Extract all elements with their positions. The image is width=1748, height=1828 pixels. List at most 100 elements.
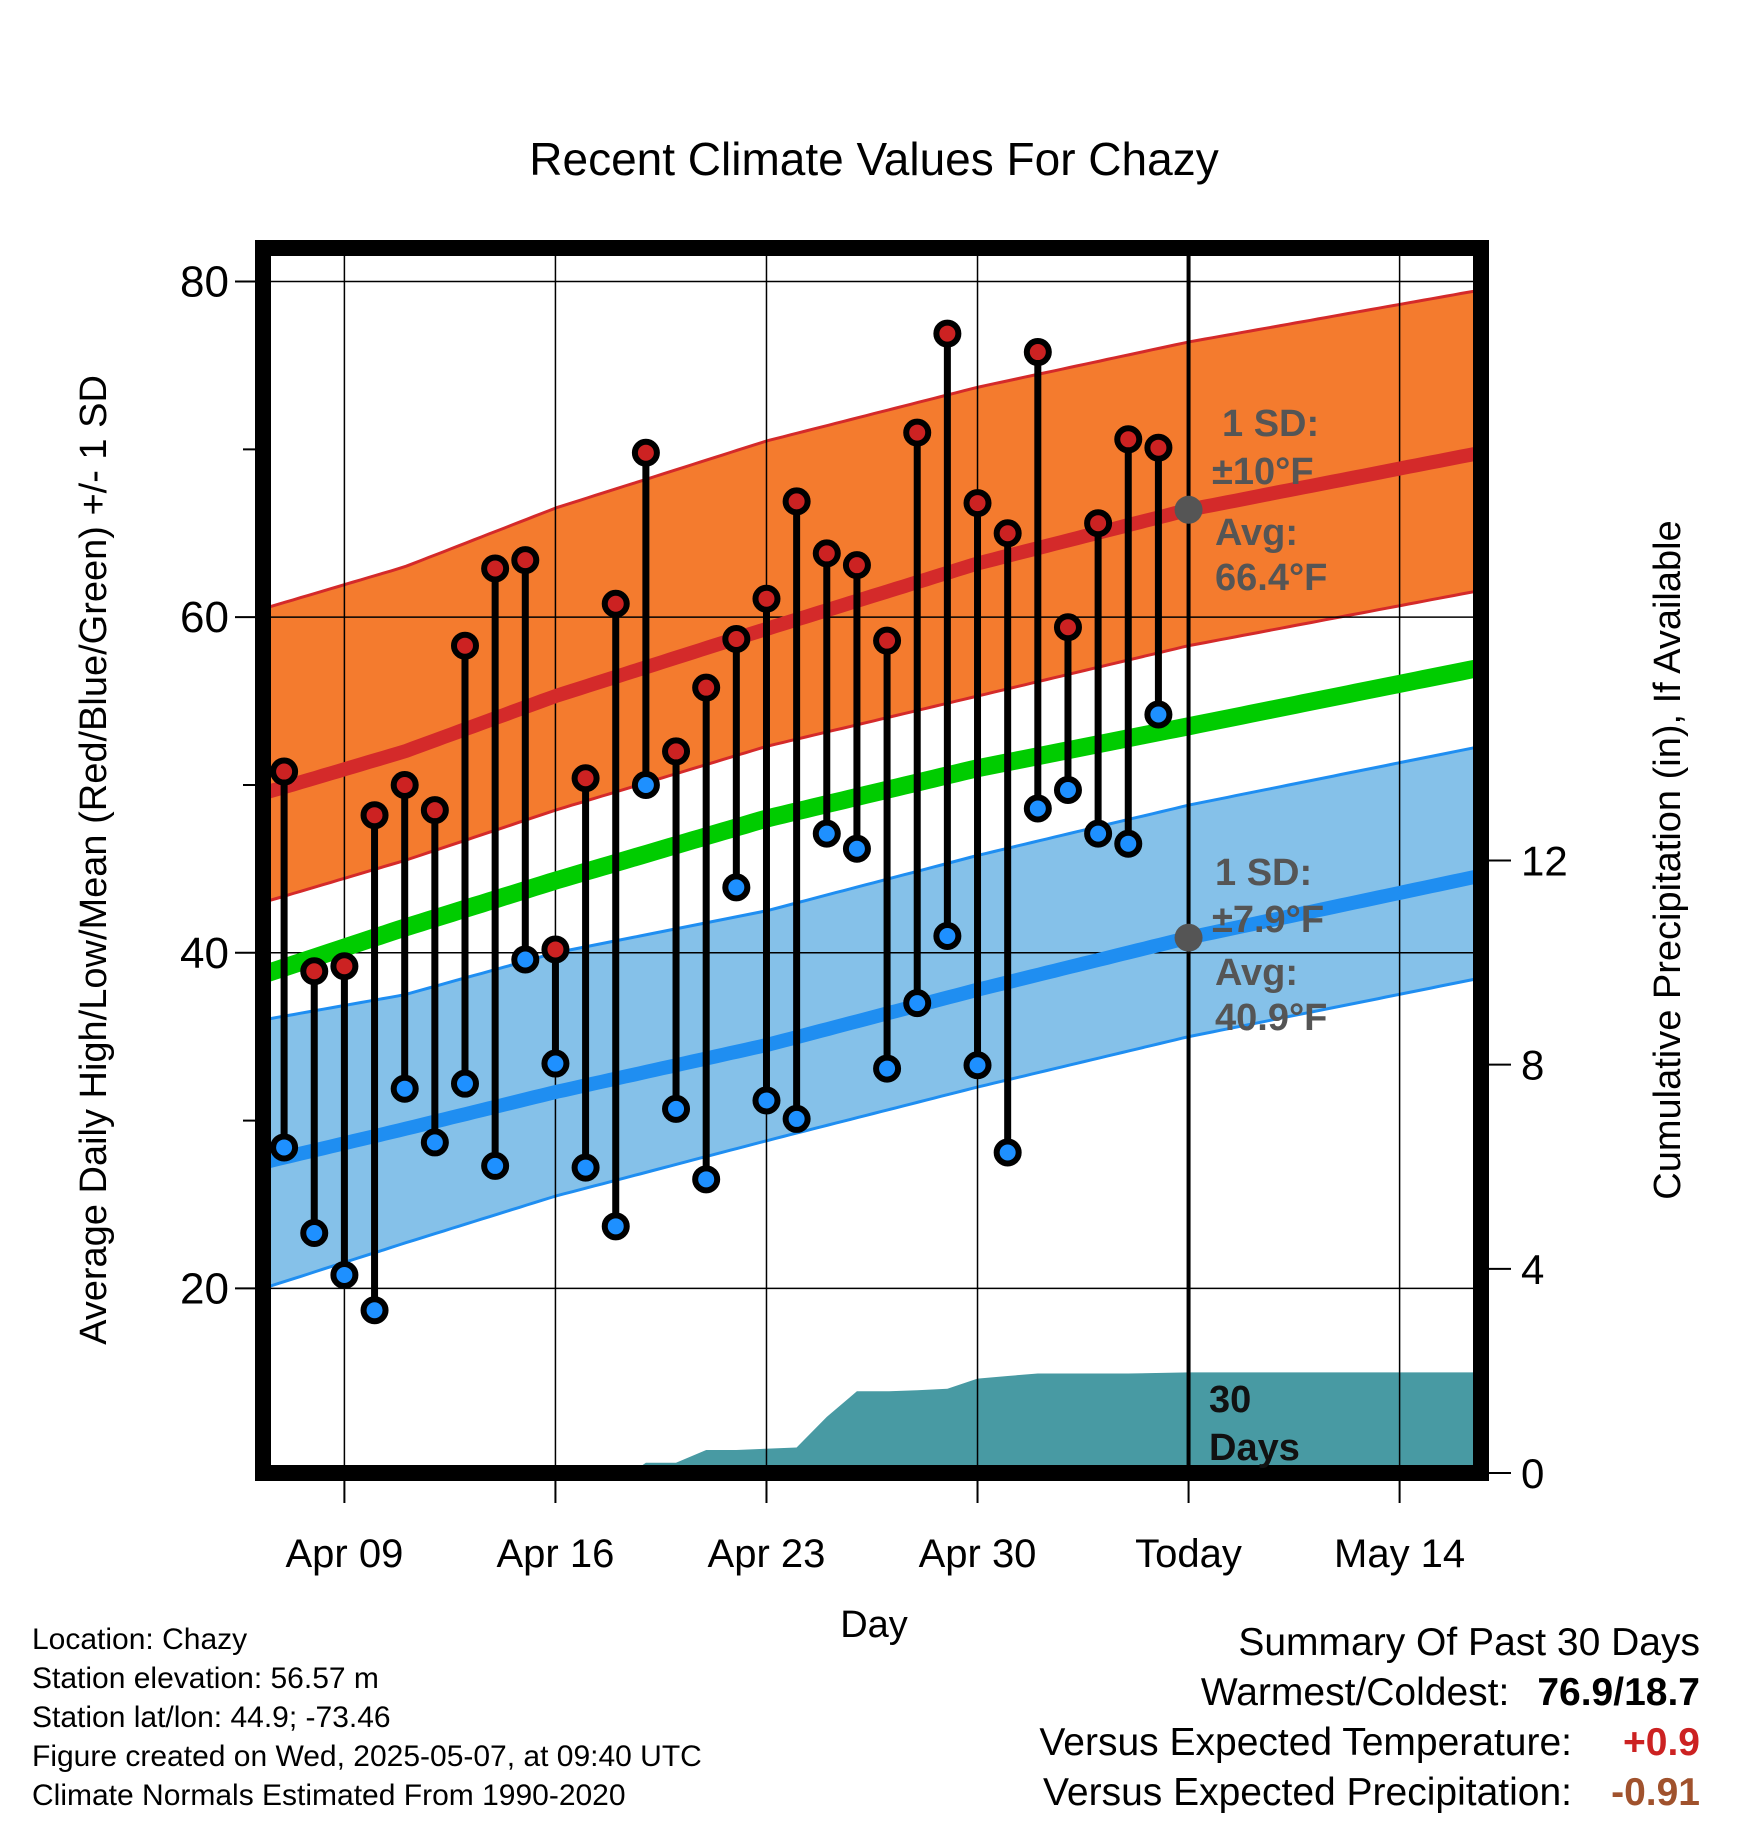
daily-high-point bbox=[450, 631, 479, 660]
y-tick-label: 40 bbox=[180, 929, 229, 978]
temp-anomaly-value: +0.9 bbox=[1623, 1721, 1700, 1764]
y2-tick-label: 0 bbox=[1521, 1450, 1544, 1497]
daily-low-point bbox=[270, 1133, 299, 1162]
y-tick-label: 80 bbox=[180, 258, 229, 307]
daily-low-point bbox=[1023, 794, 1052, 823]
daily-high-point bbox=[963, 489, 992, 518]
x-tick-label: Apr 30 bbox=[919, 1532, 1037, 1576]
daily-high-point bbox=[782, 487, 811, 516]
daily-low-point bbox=[601, 1212, 630, 1241]
daily-high-point bbox=[390, 770, 419, 799]
daily-low-point bbox=[752, 1086, 781, 1115]
high-sd-label: 1 SD: bbox=[1222, 403, 1319, 445]
precip-anomaly-value: -0.91 bbox=[1611, 1771, 1700, 1814]
low-avg-value: 40.9°F bbox=[1215, 997, 1327, 1039]
x-tick-label: Today bbox=[1135, 1532, 1242, 1576]
annotations: 1 SD: ±10°F Avg: 66.4°F 1 SD: ±7.9°F Avg… bbox=[1209, 403, 1327, 1469]
daily-high-point bbox=[481, 554, 510, 583]
daily-high-point bbox=[812, 539, 841, 568]
x-tick-label: Apr 09 bbox=[285, 1532, 403, 1576]
low-sd-label: 1 SD: bbox=[1215, 852, 1312, 894]
daily-low-point bbox=[450, 1069, 479, 1098]
daily-low-point bbox=[511, 945, 540, 974]
daily-low-point bbox=[993, 1138, 1022, 1167]
y2-tick-label: 8 bbox=[1521, 1042, 1544, 1089]
x-axis-title: Day bbox=[840, 1604, 908, 1646]
daily-low-point bbox=[933, 922, 962, 951]
daily-high-point bbox=[330, 952, 359, 981]
daily-high-point bbox=[903, 418, 932, 447]
daily-high-point bbox=[571, 764, 600, 793]
summary-panel: Summary Of Past 30 Days Warmest/Coldest:… bbox=[800, 1618, 1700, 1818]
low-band-lower-edge bbox=[263, 977, 1477, 1290]
daily-low-point bbox=[903, 989, 932, 1018]
plot-border bbox=[255, 240, 1489, 1481]
daily-low-point bbox=[631, 770, 660, 799]
low-avg-marker bbox=[1174, 923, 1203, 952]
warm-cold-value: 76.9/18.7 bbox=[1537, 1671, 1700, 1714]
daily-high-point bbox=[360, 801, 389, 830]
daily-low-point bbox=[842, 834, 871, 863]
daily-low-point bbox=[722, 873, 751, 902]
daily-high-point bbox=[541, 935, 570, 964]
daily-low-point bbox=[782, 1104, 811, 1133]
daily-low-point bbox=[1114, 829, 1143, 858]
y2-axis-title: Cumulative Precipitation (in), If Availa… bbox=[1647, 520, 1689, 1199]
y-tick-label: 20 bbox=[180, 1264, 229, 1313]
y-axis-title: Average Daily High/Low/Mean (Red/Blue/Gr… bbox=[73, 375, 115, 1345]
axes: Day Average Daily High/Low/Mean (Red/Blu… bbox=[73, 258, 1689, 1646]
daily-low-point bbox=[300, 1219, 329, 1248]
daily-high-point bbox=[601, 589, 630, 618]
station-info: Location: Chazy Station elevation: 56.57… bbox=[32, 1620, 702, 1815]
daily-low-point bbox=[812, 819, 841, 848]
daily-high-point bbox=[752, 584, 781, 613]
high-avg-label: Avg: bbox=[1215, 512, 1298, 554]
plot-frame bbox=[255, 240, 1489, 1481]
daily-high-point bbox=[1114, 425, 1143, 454]
daily-high-point bbox=[631, 438, 660, 467]
low-avg-label: Avg: bbox=[1215, 952, 1298, 994]
daily-high-point bbox=[420, 796, 449, 825]
precip-days-number: 30 bbox=[1209, 1379, 1251, 1421]
daily-low-point bbox=[541, 1049, 570, 1078]
elevation-text: Station elevation: 56.57 m bbox=[32, 1662, 379, 1695]
x-tick-label: Apr 23 bbox=[708, 1532, 826, 1576]
normal-low-line bbox=[263, 869, 1478, 1170]
y2-tick-label: 12 bbox=[1521, 838, 1568, 885]
plot-area bbox=[263, 248, 1481, 1473]
high-avg-marker bbox=[1174, 495, 1203, 524]
daily-high-point bbox=[662, 737, 691, 766]
daily-high-point bbox=[1084, 509, 1113, 538]
daily-high-point bbox=[270, 757, 299, 786]
daily-low-point bbox=[1144, 700, 1173, 729]
daily-low-point bbox=[360, 1296, 389, 1325]
y2-tick-label: 4 bbox=[1521, 1246, 1544, 1293]
high-avg-value: 66.4°F bbox=[1215, 557, 1327, 599]
daily-low-point bbox=[390, 1074, 419, 1103]
daily-low-point bbox=[692, 1165, 721, 1194]
daily-low-point bbox=[571, 1153, 600, 1182]
high-sd-value: ±10°F bbox=[1212, 451, 1314, 493]
precip-days-label: Days bbox=[1209, 1427, 1300, 1469]
daily-high-point bbox=[842, 551, 871, 580]
daily-low-point bbox=[873, 1054, 902, 1083]
location-text: Location: Chazy bbox=[32, 1623, 248, 1656]
daily-low-point bbox=[481, 1151, 510, 1180]
daily-high-point bbox=[1023, 338, 1052, 367]
daily-low-point bbox=[1084, 819, 1113, 848]
created-text: Figure created on Wed, 2025-05-07, at 09… bbox=[32, 1740, 702, 1773]
precip-anomaly-label: Versus Expected Precipitation: bbox=[1043, 1771, 1572, 1814]
daily-low-point bbox=[662, 1094, 691, 1123]
daily-low-point bbox=[963, 1051, 992, 1080]
daily-low-point bbox=[420, 1128, 449, 1157]
daily-high-point bbox=[692, 673, 721, 702]
summary-heading: Summary Of Past 30 Days bbox=[1238, 1621, 1700, 1664]
y-tick-label: 60 bbox=[180, 593, 229, 642]
daily-low-point bbox=[1053, 776, 1082, 805]
daily-high-point bbox=[1144, 433, 1173, 462]
daily-high-point bbox=[511, 546, 540, 575]
latlon-text: Station lat/lon: 44.9; -73.46 bbox=[32, 1701, 391, 1734]
high-band-upper-edge bbox=[263, 289, 1477, 611]
daily-high-point bbox=[300, 957, 329, 986]
